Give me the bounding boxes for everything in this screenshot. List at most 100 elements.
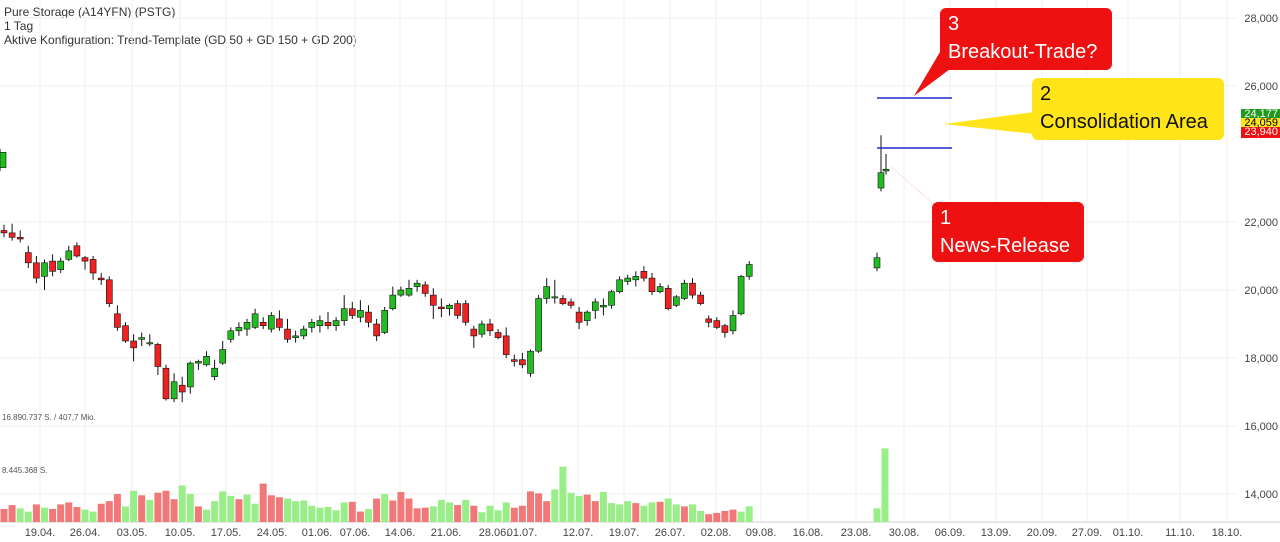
candle-body <box>73 245 81 257</box>
candle <box>616 276 623 294</box>
candle <box>494 329 502 340</box>
volume-bar <box>49 508 57 522</box>
candle-body <box>219 349 226 364</box>
volume-bar <box>243 494 251 522</box>
volume-bar <box>881 448 889 522</box>
y-tick-label: 26,000 <box>1244 81 1278 93</box>
candle-body <box>146 342 154 345</box>
candle <box>114 305 121 331</box>
candle <box>567 298 575 309</box>
candle-body <box>535 298 542 352</box>
candle <box>389 286 397 311</box>
candle <box>243 318 251 336</box>
volume-bar <box>421 507 429 522</box>
volume-bar <box>292 501 300 522</box>
volume-bar <box>65 502 73 522</box>
candle <box>316 315 324 333</box>
volume-bar <box>689 504 696 522</box>
candle-body <box>454 303 461 316</box>
candle <box>429 288 437 319</box>
candle <box>292 330 299 343</box>
price-tag-last: 24,059 <box>1241 118 1280 129</box>
y-tick-label: 14,000 <box>1244 489 1278 501</box>
x-tick-label: 01.07. <box>507 527 538 539</box>
candle <box>97 273 105 285</box>
candle-body <box>446 304 453 309</box>
candle-body <box>397 289 405 296</box>
x-tick-label: 16.08. <box>793 527 824 539</box>
candle <box>73 242 81 258</box>
volume-bar <box>284 498 291 522</box>
candle <box>397 286 405 297</box>
volume-bar <box>648 502 656 522</box>
candle <box>373 318 380 341</box>
candle-body <box>0 230 8 234</box>
volume-bar <box>324 507 332 522</box>
candle <box>583 310 591 326</box>
volume-bar <box>446 502 453 522</box>
y-tick-label: 20,000 <box>1244 285 1278 297</box>
volume-bar <box>502 502 510 522</box>
candle <box>24 245 32 268</box>
candle-body <box>381 310 389 333</box>
volume-bar <box>235 499 243 522</box>
candle-body <box>97 277 105 281</box>
chart-title: Pure Storage (A14YFN) (PSTG) <box>4 5 176 19</box>
candle <box>203 351 210 367</box>
candle-body <box>697 294 704 304</box>
candle <box>713 317 721 330</box>
candle-body <box>300 328 308 337</box>
volume-bar <box>348 501 356 522</box>
volume-bar <box>81 509 89 522</box>
volume-bar <box>373 498 381 522</box>
x-tick-label: 19.07. <box>609 527 640 539</box>
volume-bar <box>16 508 24 522</box>
candle-body <box>243 321 251 330</box>
volume-bar <box>73 507 81 522</box>
candle <box>259 317 267 330</box>
candle-body <box>259 321 267 326</box>
candle <box>381 307 389 335</box>
candle-body <box>130 340 137 349</box>
candle <box>882 154 890 175</box>
candle-body <box>308 321 316 328</box>
volume-bar <box>745 506 753 522</box>
candle-body <box>486 323 494 332</box>
candle <box>737 274 745 316</box>
volume-bar <box>697 510 705 522</box>
candle <box>65 245 73 262</box>
volume-bar <box>664 498 672 522</box>
volume-bar <box>881 485 889 522</box>
candle-body <box>656 286 664 293</box>
volume-bar <box>8 505 16 522</box>
candle-body <box>24 252 32 264</box>
candle <box>510 354 518 367</box>
candle-body <box>267 315 275 330</box>
candle <box>689 278 696 299</box>
x-tick-label: 01.10. <box>1113 527 1144 539</box>
volume-bar <box>170 499 178 522</box>
candle-body <box>478 323 486 335</box>
candle-body <box>543 286 551 299</box>
news-pointer <box>874 152 950 218</box>
candle <box>559 295 567 306</box>
volume-bar <box>437 499 445 522</box>
chart-interval: 1 Tag <box>4 19 34 33</box>
candle-body <box>559 298 567 304</box>
annotation-text: News-Release <box>940 235 1071 257</box>
candle <box>57 257 65 273</box>
candle-body <box>519 359 526 366</box>
x-tick-label: 20.09. <box>1027 527 1058 539</box>
candle <box>300 325 308 340</box>
candle <box>211 359 218 381</box>
candle-body <box>681 282 688 299</box>
volume-bar <box>186 493 194 522</box>
x-tick-label: 18.10. <box>1212 527 1243 539</box>
candle-body <box>89 259 97 274</box>
candle-body <box>49 260 56 272</box>
candle-body <box>251 313 259 328</box>
candle-body <box>413 282 421 287</box>
annotation-number: 1 <box>940 207 952 229</box>
candle <box>340 295 348 326</box>
candle <box>535 295 542 353</box>
